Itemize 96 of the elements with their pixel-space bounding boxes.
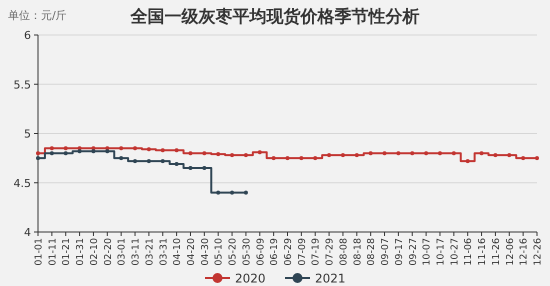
point bbox=[119, 156, 124, 160]
x-tick-label: 05-10 bbox=[214, 238, 225, 266]
x-tick-label: 08-08 bbox=[338, 238, 350, 266]
x-tick-label: 08-28 bbox=[366, 238, 378, 266]
legend-label: 2021 bbox=[315, 272, 346, 286]
point bbox=[216, 190, 220, 195]
point bbox=[119, 146, 124, 150]
point bbox=[188, 151, 192, 156]
x-tick-label: 12-16 bbox=[518, 238, 530, 266]
point bbox=[64, 151, 68, 156]
point bbox=[466, 159, 470, 164]
x-tick-label: 09-07 bbox=[380, 238, 392, 266]
x-tick-label: 06-29 bbox=[283, 238, 294, 266]
point bbox=[160, 148, 165, 152]
point bbox=[258, 150, 262, 154]
point bbox=[160, 159, 165, 164]
x-tick-label: 03-11 bbox=[130, 238, 142, 266]
point bbox=[146, 147, 151, 152]
x-tick-label: 01-11 bbox=[47, 238, 58, 266]
x-tick-label: 04-10 bbox=[172, 238, 184, 266]
point bbox=[521, 156, 526, 160]
point bbox=[368, 151, 373, 156]
point bbox=[50, 146, 54, 150]
point bbox=[36, 156, 40, 160]
point bbox=[202, 151, 206, 156]
x-tick-label: 03-31 bbox=[158, 238, 170, 266]
point bbox=[244, 153, 248, 158]
x-tick-label: 06-09 bbox=[255, 238, 266, 266]
x-tick-label: 08-18 bbox=[352, 238, 364, 266]
x-tick-label: 01-31 bbox=[75, 238, 86, 266]
y-tick-label: 6 bbox=[24, 29, 31, 42]
point bbox=[313, 156, 318, 160]
x-tick-label: 01-01 bbox=[34, 238, 44, 266]
point bbox=[202, 166, 206, 170]
x-tick-label: 07-29 bbox=[324, 238, 336, 266]
point bbox=[50, 151, 54, 156]
point bbox=[133, 159, 138, 164]
point bbox=[396, 151, 400, 156]
x-tick-label: 04-30 bbox=[200, 238, 211, 266]
point bbox=[410, 151, 414, 156]
x-tick-label: 01-21 bbox=[61, 238, 72, 266]
y-tick-label: 4 bbox=[24, 226, 31, 239]
chart-title: 全国一级灰枣平均现货价格季节性分析 bbox=[130, 7, 420, 27]
point bbox=[230, 190, 234, 195]
x-tick-label: 11-16 bbox=[477, 238, 488, 266]
point bbox=[480, 151, 484, 156]
point bbox=[105, 149, 110, 154]
point bbox=[91, 149, 96, 154]
point bbox=[354, 153, 359, 158]
point bbox=[64, 146, 68, 150]
x-tick-label: 05-30 bbox=[241, 238, 252, 266]
point bbox=[272, 156, 276, 160]
y-tick-label: 4.5 bbox=[14, 176, 31, 190]
point bbox=[146, 159, 151, 164]
point bbox=[327, 153, 332, 158]
x-tick-label: 10-27 bbox=[449, 238, 460, 266]
x-tick-label: 11-26 bbox=[490, 238, 502, 266]
point bbox=[299, 156, 304, 160]
x-tick-label: 07-19 bbox=[310, 238, 322, 266]
x-tick-label: 10-07 bbox=[422, 238, 433, 266]
point bbox=[438, 151, 442, 156]
legend-label: 2020 bbox=[235, 272, 266, 286]
x-tick-label: 03-21 bbox=[144, 238, 156, 266]
x-tick-label: 07-09 bbox=[296, 238, 308, 266]
point bbox=[174, 162, 179, 166]
point bbox=[340, 153, 345, 158]
point bbox=[133, 146, 138, 150]
point bbox=[230, 153, 234, 158]
x-tick-label: 06-19 bbox=[269, 238, 280, 266]
point bbox=[78, 149, 82, 154]
point bbox=[535, 156, 539, 160]
point bbox=[507, 153, 512, 158]
x-tick-label: 05-20 bbox=[228, 238, 239, 266]
point bbox=[216, 152, 220, 156]
point bbox=[424, 151, 428, 156]
x-tick-label: 12-06 bbox=[504, 238, 516, 266]
y-axis-title: 单位：元/斤 bbox=[8, 9, 67, 22]
x-tick-label: 12-26 bbox=[532, 238, 544, 266]
point bbox=[174, 148, 179, 152]
point bbox=[452, 151, 456, 156]
x-tick-label: 11-06 bbox=[463, 238, 474, 266]
point bbox=[286, 156, 290, 160]
x-tick-label: 10-17 bbox=[435, 238, 446, 266]
x-tick-label: 03-01 bbox=[116, 238, 128, 266]
point bbox=[244, 190, 248, 195]
y-tick-label: 5 bbox=[24, 128, 31, 140]
point bbox=[382, 151, 387, 156]
point bbox=[493, 153, 498, 158]
x-tick-label: 09-27 bbox=[408, 238, 419, 266]
x-tick-label: 02-10 bbox=[88, 238, 100, 266]
x-tick-label: 02-20 bbox=[102, 238, 114, 266]
x-tick-label: 04-20 bbox=[186, 238, 197, 266]
y-tick-label: 5.5 bbox=[14, 78, 31, 92]
point bbox=[36, 151, 40, 156]
x-tick-label: 09-17 bbox=[394, 238, 405, 266]
point bbox=[188, 166, 192, 170]
